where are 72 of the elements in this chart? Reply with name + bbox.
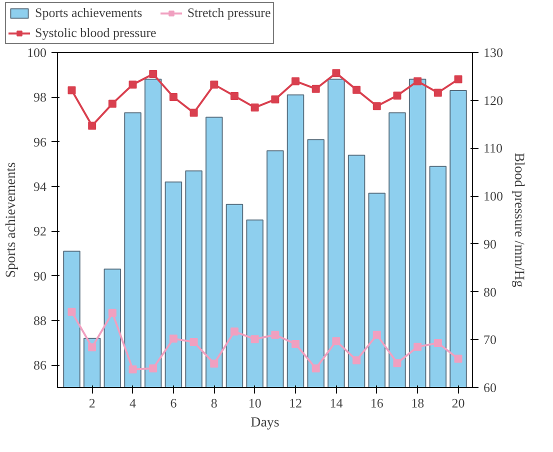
y-tick-label: 90 [34,268,46,284]
point [372,330,381,339]
legend-label: Systolic blood pressure [35,25,156,41]
point [271,330,280,339]
y-tick-label: 86 [34,358,47,373]
point [68,86,76,94]
point [68,308,76,316]
point [250,335,259,344]
point [271,95,280,104]
x-tick-label: 14 [330,396,344,410]
y-tick-label: 92 [34,224,46,239]
legend-label: Stretch pressure [187,5,271,21]
point [108,100,116,108]
point [312,84,320,93]
point [230,92,238,100]
point [393,92,402,100]
x-tick-label: 2 [88,396,96,410]
point [190,338,198,346]
y-tick-label: 94 [34,179,47,194]
y2-axis-title: Blood pressure /mm/Hg [511,152,526,288]
x-tick-label: 18 [411,396,424,410]
point [372,102,381,110]
point [292,340,300,348]
point [190,108,198,117]
point [88,122,96,130]
y-tick-label: 98 [34,90,46,105]
y2-tick-label: 90 [484,236,496,252]
point [149,70,158,78]
point [169,334,178,343]
legend-label: Sports achievements [35,5,142,21]
x-tick-label: 8 [210,396,218,410]
point [312,364,320,372]
point [434,338,442,347]
point [454,354,462,363]
point [128,80,137,89]
y-tick-label: 96 [34,134,47,150]
y-tick-label: 100 [27,45,46,60]
point [434,88,442,97]
y2-tick-label: 70 [484,332,496,348]
point [149,364,158,372]
point [393,359,402,368]
point [414,342,422,351]
point [210,360,218,368]
point [352,86,361,94]
y2-tick-label: 120 [484,92,503,108]
x-tick-label: 16 [370,396,384,410]
point [454,75,462,84]
y-axis-title: Sports achievements [4,162,19,278]
point [108,308,116,317]
point [250,104,259,112]
x-tick-label: 4 [130,396,137,410]
y2-tick-label: 60 [484,380,496,395]
point [128,365,137,374]
point [414,77,422,86]
point [332,69,340,78]
x-axis-title: Days [250,416,280,430]
x-tick-label: 12 [289,396,302,410]
y-tick-label: 88 [34,313,46,328]
point [169,93,178,102]
x-tick-label: 20 [452,396,465,410]
point [88,343,96,352]
y2-tick-label: 110 [484,140,503,156]
x-tick-label: 6 [170,396,178,410]
x-tick-label: 10 [248,396,262,410]
y2-tick-label: 100 [484,188,503,204]
point [210,80,218,89]
point [332,337,340,346]
point [292,77,300,86]
point [352,356,361,364]
y2-tick-label: 130 [484,45,503,60]
point [230,328,238,336]
y2-tick-label: 80 [484,284,496,300]
